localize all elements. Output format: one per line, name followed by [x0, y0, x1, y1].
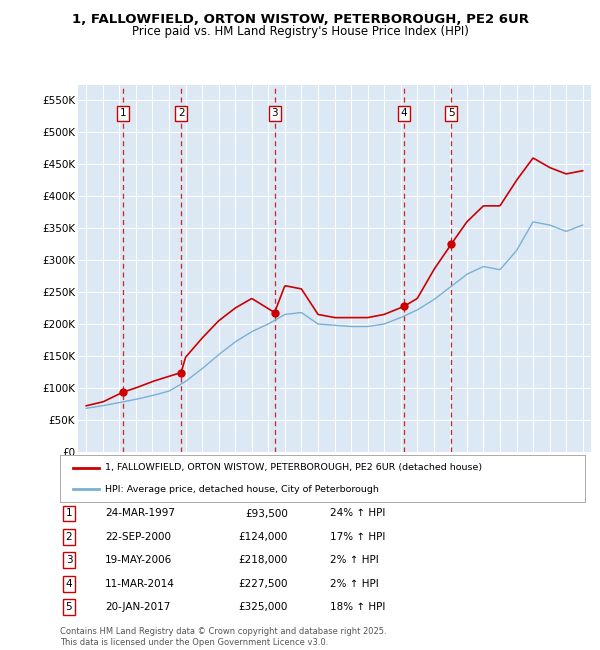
- Text: £124,000: £124,000: [239, 532, 288, 542]
- Text: 1: 1: [65, 508, 73, 519]
- Text: 2% ↑ HPI: 2% ↑ HPI: [330, 555, 379, 566]
- Text: 3: 3: [271, 109, 278, 118]
- Text: Contains HM Land Registry data © Crown copyright and database right 2025.
This d: Contains HM Land Registry data © Crown c…: [60, 627, 386, 647]
- Text: 24% ↑ HPI: 24% ↑ HPI: [330, 508, 385, 519]
- Text: 19-MAY-2006: 19-MAY-2006: [105, 555, 172, 566]
- Text: 5: 5: [448, 109, 454, 118]
- Text: 4: 4: [65, 578, 73, 589]
- Text: 1: 1: [120, 109, 127, 118]
- Text: £218,000: £218,000: [239, 555, 288, 566]
- Text: 18% ↑ HPI: 18% ↑ HPI: [330, 602, 385, 612]
- Text: 1, FALLOWFIELD, ORTON WISTOW, PETERBOROUGH, PE2 6UR (detached house): 1, FALLOWFIELD, ORTON WISTOW, PETERBOROU…: [104, 463, 482, 472]
- Text: Price paid vs. HM Land Registry's House Price Index (HPI): Price paid vs. HM Land Registry's House …: [131, 25, 469, 38]
- Text: £93,500: £93,500: [245, 508, 288, 519]
- Text: 11-MAR-2014: 11-MAR-2014: [105, 578, 175, 589]
- Text: 24-MAR-1997: 24-MAR-1997: [105, 508, 175, 519]
- Text: 1, FALLOWFIELD, ORTON WISTOW, PETERBOROUGH, PE2 6UR: 1, FALLOWFIELD, ORTON WISTOW, PETERBOROU…: [71, 13, 529, 26]
- Text: 2: 2: [178, 109, 184, 118]
- Text: 2% ↑ HPI: 2% ↑ HPI: [330, 578, 379, 589]
- Text: 2: 2: [65, 532, 73, 542]
- Text: £325,000: £325,000: [239, 602, 288, 612]
- Text: £227,500: £227,500: [239, 578, 288, 589]
- Text: 20-JAN-2017: 20-JAN-2017: [105, 602, 170, 612]
- Text: 4: 4: [401, 109, 407, 118]
- Text: 3: 3: [65, 555, 73, 566]
- Text: 22-SEP-2000: 22-SEP-2000: [105, 532, 171, 542]
- Text: HPI: Average price, detached house, City of Peterborough: HPI: Average price, detached house, City…: [104, 485, 379, 493]
- Text: 5: 5: [65, 602, 73, 612]
- Text: 17% ↑ HPI: 17% ↑ HPI: [330, 532, 385, 542]
